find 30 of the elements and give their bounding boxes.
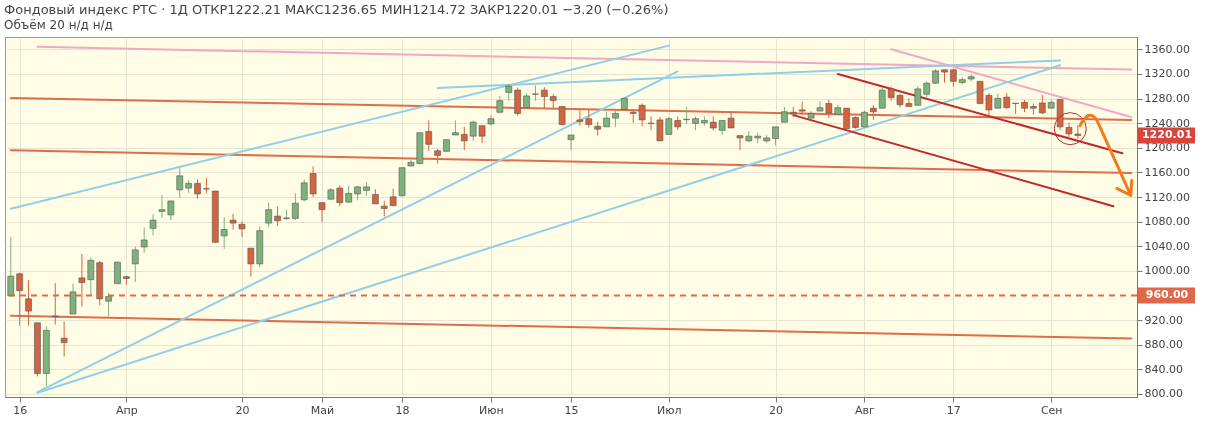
chart-subtitle: Объём 20 н/д н/д: [4, 18, 113, 32]
y-tick-label: 1200.00: [1144, 141, 1190, 155]
text: 1220.01: [1141, 128, 1193, 142]
x-tick-label: Апр: [116, 403, 138, 417]
y-tick-label: 800.00: [1144, 387, 1183, 401]
x-tick-label: 17: [946, 403, 961, 417]
y-tick-label: 1360.00: [1144, 42, 1190, 56]
ref-line-label: 960.00: [1145, 288, 1189, 302]
y-tick-label: 1000.00: [1144, 264, 1190, 278]
x-tick-label: Июн: [479, 403, 504, 417]
y-tick-label: 880.00: [1144, 338, 1183, 352]
x-tick-label: 16: [13, 403, 28, 417]
y-tick-label: 1280.00: [1144, 92, 1190, 106]
y-tick-label: 1320.00: [1144, 67, 1190, 81]
x-tick-label: 20: [769, 403, 784, 417]
y-tick-label: 840.00: [1144, 362, 1183, 376]
y-tick-label: 920.00: [1144, 313, 1183, 327]
x-tick-label: 15: [564, 403, 579, 417]
x-tick-label: 18: [395, 403, 410, 417]
x-tick-label: Июл: [657, 403, 682, 417]
y-tick-label: 1080.00: [1144, 215, 1190, 229]
x-tick-label: Май: [310, 403, 335, 417]
y-tick-label: 1120.00: [1144, 190, 1190, 204]
x-tick-label: Авг: [855, 403, 876, 417]
y-tick-label: 1040.00: [1144, 239, 1190, 253]
chart-title: Фондовый индекс РТС · 1Д ОТКР1222.21 МАКС1236.65 МИН1214.72 ЗАКР1220.01 −3.20 (−0.26%): [4, 2, 669, 17]
y-tick-label: 1240.00: [1144, 116, 1190, 130]
y-tick-label: 1160.00: [1144, 165, 1190, 179]
x-tick-label: 20: [235, 403, 250, 417]
x-tick-label: Сен: [1040, 403, 1063, 417]
